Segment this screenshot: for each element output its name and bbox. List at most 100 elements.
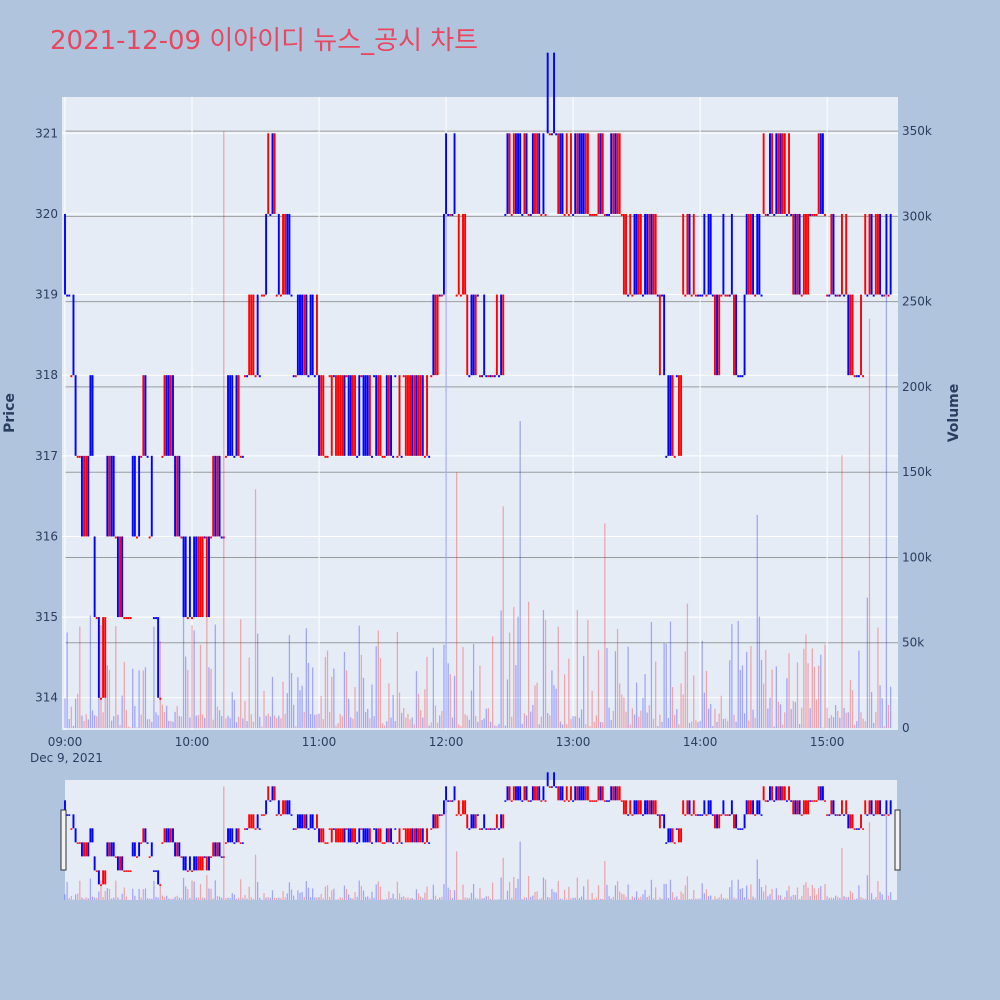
- range-slider-candle: [385, 828, 388, 843]
- volume-bar: [477, 721, 479, 728]
- volume-bar: [553, 685, 555, 728]
- range-slider-volume-bar: [388, 891, 390, 900]
- volume-bar: [671, 687, 674, 728]
- range-slider-candle: [673, 842, 676, 844]
- range-slider-volume-bar: [515, 888, 517, 900]
- range-slider-volume-bar: [612, 896, 614, 900]
- range-slider-volume-bar: [326, 885, 329, 900]
- range-slider-candle: [371, 842, 373, 844]
- volume-bar: [682, 694, 684, 728]
- price-candle: [275, 294, 278, 297]
- price-candle: [745, 213, 748, 295]
- range-slider-candle: [400, 842, 403, 844]
- range-slider-volume-bar: [151, 898, 153, 900]
- range-slider-right-handle[interactable]: [894, 809, 901, 871]
- volume-bar: [428, 725, 430, 728]
- range-slider-candle: [783, 786, 786, 801]
- range-slider-volume-bar: [375, 884, 377, 900]
- price-candle: [436, 294, 439, 376]
- range-slider-volume-bar: [561, 899, 564, 900]
- range-slider-volume-bar: [434, 895, 437, 900]
- volume-bar: [246, 721, 248, 728]
- volume-bar: [276, 718, 278, 728]
- range-slider-candle: [756, 800, 759, 815]
- range-slider-candle: [680, 828, 683, 843]
- range-slider-candle: [322, 828, 325, 843]
- range-slider-candle: [534, 786, 536, 801]
- range-slider-volume-bar: [216, 895, 219, 900]
- volume-bar: [466, 715, 468, 728]
- price-candle: [824, 213, 826, 216]
- range-slider-candle: [495, 814, 498, 829]
- range-slider-volume-bar: [890, 892, 892, 900]
- volume-bar: [377, 630, 379, 728]
- volume-bar: [574, 716, 576, 728]
- volume-bar: [70, 706, 72, 728]
- range-slider-candle: [320, 828, 323, 843]
- price-candle: [612, 133, 615, 214]
- range-slider-candle: [802, 800, 805, 815]
- range-slider-volume-bar: [187, 888, 189, 900]
- range-slider-left-handle[interactable]: [60, 809, 67, 871]
- price-candle: [887, 294, 890, 297]
- range-slider-volume-bar: [591, 892, 593, 900]
- price-candle: [682, 213, 685, 295]
- price-candle: [354, 375, 356, 456]
- range-slider-candle: [150, 842, 153, 857]
- price-candle: [100, 697, 102, 700]
- price-candle: [271, 133, 274, 214]
- price-candle: [474, 294, 477, 376]
- range-slider-candle: [178, 842, 181, 857]
- range-slider-candle: [836, 814, 839, 816]
- range-slider-volume-bar: [237, 897, 240, 900]
- range-slider-candle: [629, 800, 632, 815]
- range-slider[interactable]: [60, 772, 901, 900]
- volume-bar: [667, 718, 669, 728]
- range-slider-volume-bar: [134, 895, 136, 900]
- range-slider-candle: [116, 856, 119, 871]
- volume-bar: [375, 646, 377, 728]
- volume-bar: [750, 646, 752, 728]
- price-candle: [553, 52, 555, 134]
- range-slider-candle: [720, 814, 723, 816]
- range-slider-candle: [559, 786, 562, 801]
- range-slider-volume-bar: [553, 891, 555, 900]
- range-slider-candle: [690, 814, 693, 816]
- range-slider-candle: [413, 828, 416, 843]
- range-slider-volume-bar: [777, 895, 780, 900]
- volume-bar: [240, 619, 242, 728]
- volume-tick-label: 200k: [902, 380, 932, 394]
- range-slider-candle: [375, 828, 378, 843]
- range-slider-candle: [332, 828, 335, 830]
- range-slider-candle: [864, 800, 867, 815]
- price-candle: [716, 294, 719, 376]
- price-candle: [843, 294, 846, 297]
- volume-bar: [271, 676, 274, 728]
- range-slider-volume-bar: [81, 897, 83, 900]
- range-slider-candle: [275, 814, 278, 816]
- price-candle: [248, 294, 251, 376]
- price-candle: [828, 294, 831, 297]
- volume-bar: [237, 716, 240, 728]
- range-slider-candle: [555, 786, 558, 788]
- price-candle: [792, 213, 795, 295]
- price-candle: [341, 375, 344, 456]
- range-slider-volume-bar: [813, 888, 816, 900]
- range-slider-candle: [622, 800, 625, 815]
- range-slider-candle: [95, 870, 98, 872]
- price-candle: [633, 213, 636, 295]
- range-slider-candle: [707, 800, 710, 815]
- price-candle: [637, 213, 640, 295]
- range-slider-candle: [303, 814, 306, 829]
- range-slider-candle: [703, 800, 706, 815]
- volume-bar: [216, 706, 219, 728]
- volume-bar: [547, 712, 549, 728]
- range-slider-candle: [176, 842, 179, 857]
- price-candle: [462, 213, 464, 295]
- volume-bar: [369, 718, 371, 728]
- volume-bar: [367, 708, 369, 728]
- range-slider-volume: [64, 786, 892, 900]
- range-slider-volume-bar: [157, 897, 159, 900]
- volume-tick-label: 300k: [902, 209, 932, 223]
- range-slider-candle: [337, 828, 340, 843]
